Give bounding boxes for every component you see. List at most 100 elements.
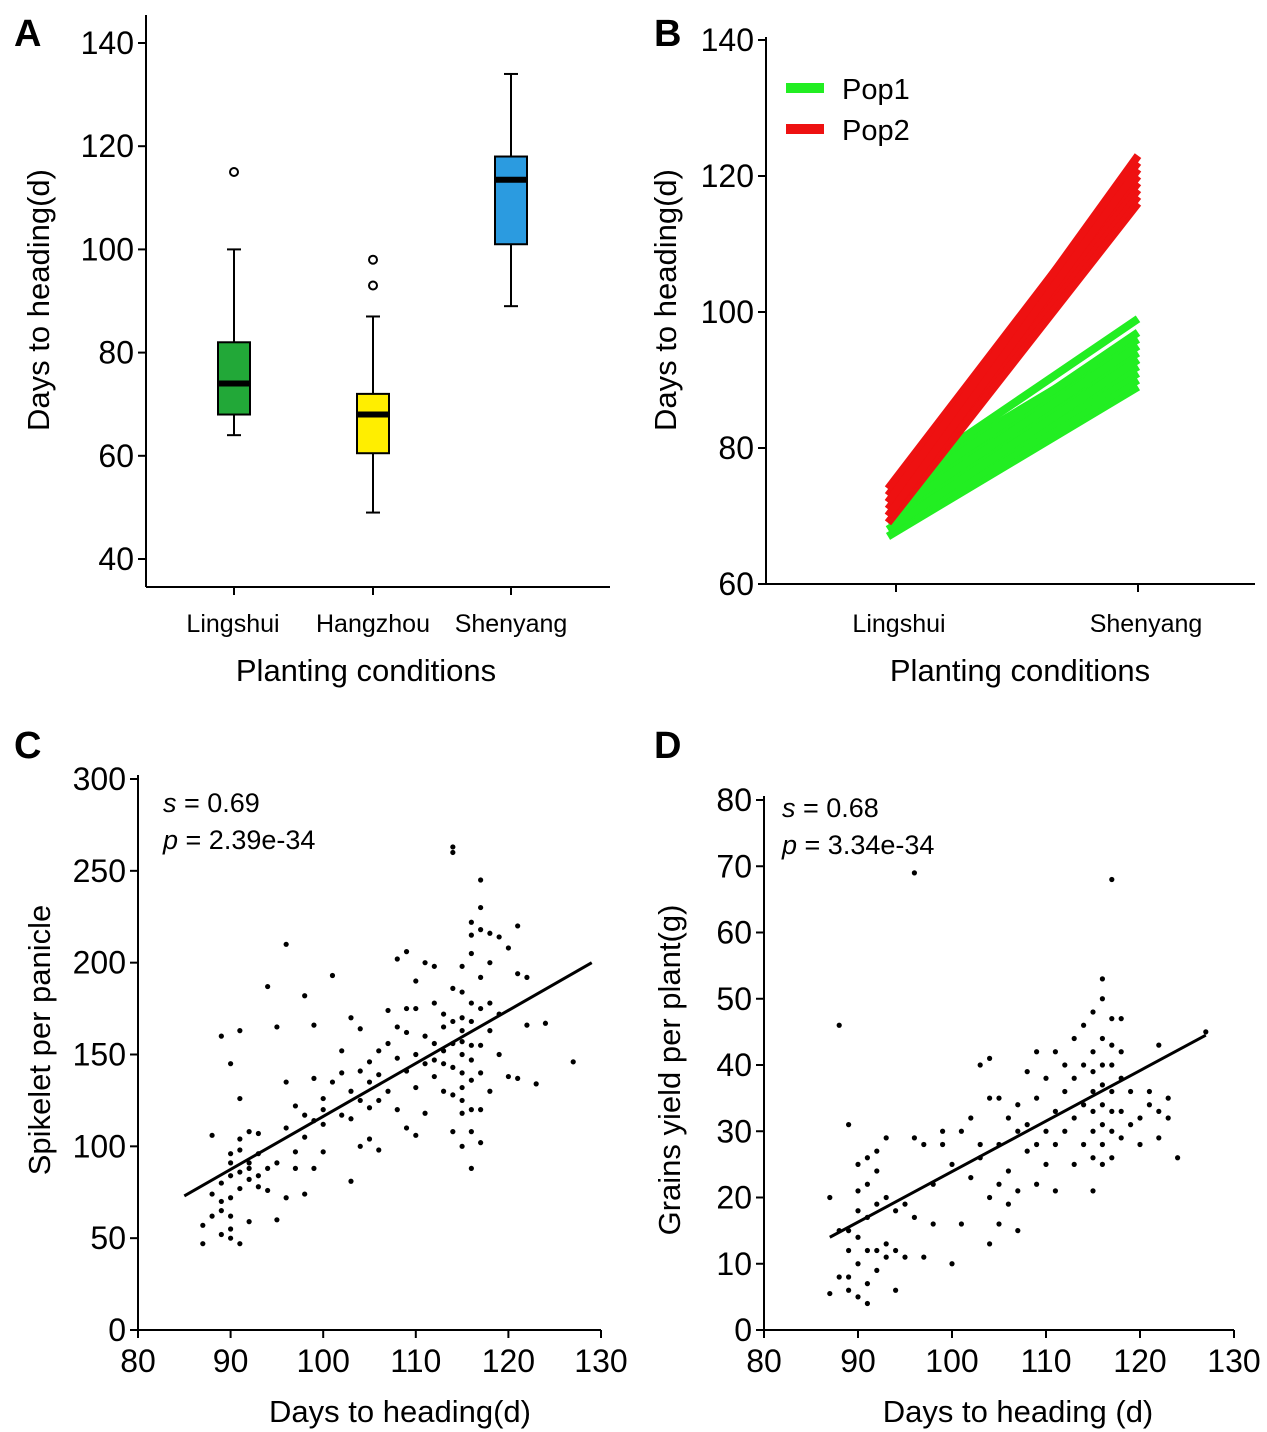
data-point bbox=[1118, 1108, 1124, 1114]
data-point bbox=[422, 1061, 428, 1067]
data-point bbox=[403, 1005, 410, 1012]
data-point bbox=[987, 1055, 993, 1061]
y-tick-label: 60 bbox=[716, 915, 752, 951]
data-point bbox=[1005, 1201, 1012, 1207]
data-point bbox=[311, 1075, 317, 1081]
x-axis-title: Days to heading (d) bbox=[883, 1394, 1154, 1429]
data-point bbox=[403, 1125, 410, 1131]
y-tick-label: 120 bbox=[81, 128, 134, 164]
panel-c-label: C bbox=[14, 725, 41, 767]
outlier-point bbox=[229, 167, 239, 177]
data-point bbox=[1128, 1122, 1134, 1128]
outlier-point bbox=[368, 254, 378, 265]
box-shenyang bbox=[494, 72, 528, 308]
data-point bbox=[431, 1057, 437, 1063]
x-tick-label: Lingshui bbox=[186, 610, 279, 638]
data-point bbox=[478, 974, 484, 980]
data-point bbox=[357, 1068, 363, 1074]
data-point bbox=[274, 1024, 280, 1030]
data-point bbox=[864, 1247, 871, 1254]
data-point bbox=[1071, 1075, 1077, 1081]
data-point bbox=[348, 1088, 354, 1094]
data-point bbox=[864, 1181, 871, 1187]
data-point bbox=[348, 1116, 354, 1122]
data-point bbox=[422, 1110, 428, 1116]
data-point bbox=[265, 1187, 271, 1194]
data-point bbox=[468, 1107, 474, 1113]
data-point bbox=[874, 1247, 880, 1254]
data-point bbox=[846, 1247, 852, 1254]
data-point bbox=[836, 1274, 842, 1280]
data-point bbox=[468, 950, 474, 957]
s-value: = 0.69 bbox=[177, 788, 260, 818]
data-point bbox=[478, 1005, 484, 1012]
data-point bbox=[1034, 1141, 1040, 1148]
data-point bbox=[228, 1160, 234, 1166]
data-point bbox=[1062, 1062, 1068, 1068]
data-point bbox=[394, 1055, 400, 1061]
data-point bbox=[246, 1219, 252, 1225]
data-point bbox=[1024, 1122, 1030, 1128]
data-point bbox=[883, 1254, 889, 1260]
data-point bbox=[1156, 1108, 1162, 1114]
data-point bbox=[431, 1000, 437, 1006]
data-point bbox=[348, 1178, 354, 1184]
data-point bbox=[1156, 1135, 1162, 1141]
data-point bbox=[228, 1235, 234, 1241]
data-point bbox=[855, 1234, 861, 1240]
data-point bbox=[237, 1136, 243, 1142]
data-point bbox=[339, 1070, 345, 1076]
data-point bbox=[459, 1097, 465, 1104]
data-point bbox=[209, 1132, 215, 1138]
data-point bbox=[487, 1088, 493, 1094]
data-point bbox=[302, 1191, 308, 1197]
y-tick-label: 60 bbox=[98, 438, 134, 474]
data-point bbox=[283, 941, 289, 947]
data-point bbox=[1081, 1062, 1087, 1068]
regression-line bbox=[183, 961, 593, 1198]
data-point bbox=[1090, 1049, 1096, 1055]
panel-c: C 0 50 100 150 200 250 300 80 90 100 110 120 130 Days … bbox=[14, 725, 628, 1429]
data-point bbox=[487, 930, 493, 936]
data-point bbox=[228, 1213, 234, 1219]
data-point bbox=[515, 923, 521, 929]
data-point bbox=[1109, 1155, 1115, 1161]
data-point bbox=[302, 1134, 308, 1140]
data-point bbox=[827, 1194, 833, 1201]
data-point bbox=[1109, 1128, 1115, 1134]
data-point bbox=[468, 1000, 474, 1006]
data-point bbox=[385, 1007, 391, 1014]
data-point bbox=[209, 1191, 215, 1197]
data-point bbox=[1015, 1228, 1021, 1234]
data-point bbox=[846, 1122, 852, 1128]
data-point bbox=[274, 1217, 280, 1223]
data-point bbox=[496, 934, 502, 940]
data-point bbox=[478, 877, 484, 883]
data-point bbox=[1090, 1128, 1096, 1134]
data-point bbox=[450, 1018, 456, 1025]
x-tick-label: Shenyang bbox=[1090, 610, 1203, 638]
data-point bbox=[1109, 1108, 1115, 1114]
data-point bbox=[1005, 1115, 1012, 1121]
data-point bbox=[1081, 1022, 1087, 1028]
data-point bbox=[855, 1261, 861, 1267]
s-statistic: s = 0.69 bbox=[163, 788, 260, 818]
data-point bbox=[1052, 1141, 1058, 1148]
data-point bbox=[422, 1033, 428, 1039]
y-tick-label: 0 bbox=[108, 1312, 126, 1348]
data-point bbox=[237, 1095, 243, 1102]
data-point bbox=[320, 1107, 326, 1113]
data-point bbox=[200, 1222, 206, 1228]
y-tick-label: 30 bbox=[716, 1113, 752, 1149]
y-axis-title: Spikelet per panicle bbox=[22, 905, 57, 1176]
data-point bbox=[1118, 1049, 1124, 1055]
panel-a: A 40 60 80 100 120 140 Lingshui Hangzhou Shenyang… bbox=[14, 13, 610, 688]
data-point bbox=[940, 1128, 946, 1134]
data-point bbox=[864, 1300, 871, 1307]
data-point bbox=[987, 1194, 993, 1201]
data-point bbox=[302, 993, 308, 999]
data-point bbox=[1090, 1155, 1096, 1161]
data-point bbox=[1034, 1181, 1040, 1187]
data-point bbox=[440, 1011, 447, 1017]
box-rect bbox=[217, 341, 251, 416]
